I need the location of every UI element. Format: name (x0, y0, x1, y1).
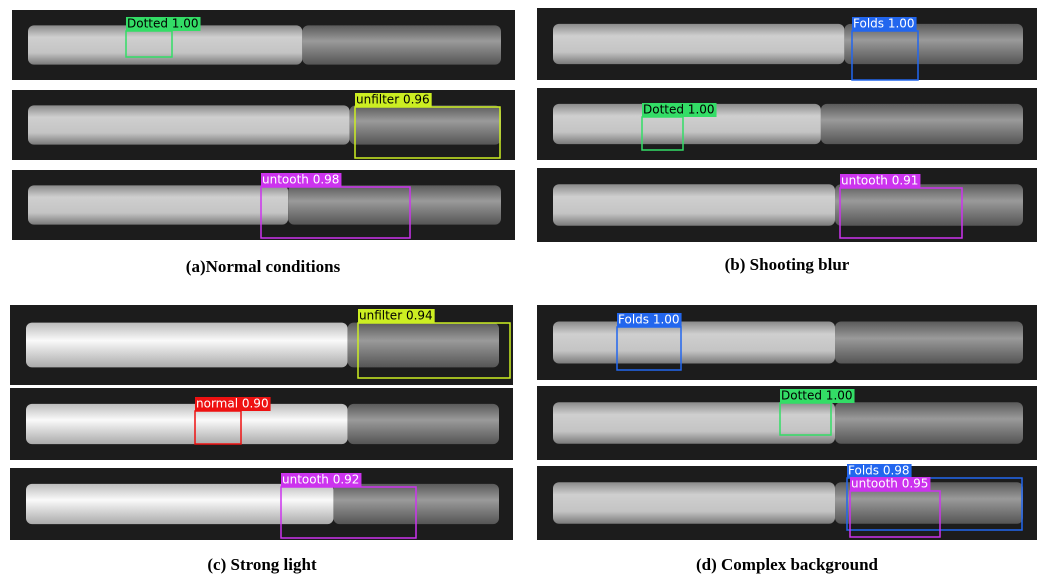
cigarette-filter (835, 322, 1023, 364)
detection-label: untooth 0.95 (851, 477, 928, 491)
detection-label: Dotted 1.00 (127, 17, 199, 31)
cigarette-filter (350, 105, 501, 144)
detection-label: untooth 0.91 (841, 174, 918, 188)
cigarette-filter (348, 323, 499, 368)
cigarette-body (26, 323, 348, 368)
detection-label: Folds 1.00 (853, 17, 915, 31)
detection-label: untooth 0.92 (282, 473, 359, 487)
cigarette-body (26, 484, 333, 524)
detection-label: Folds 1.00 (618, 313, 680, 327)
cigarette-filter (288, 185, 501, 224)
cigarette-filter (302, 25, 501, 64)
cigarette-body (28, 105, 350, 144)
detection-label: untooth 0.98 (262, 173, 339, 187)
detection-label: Folds 0.98 (848, 464, 910, 478)
cigarette-body (553, 322, 835, 364)
cigarette-body (553, 24, 844, 64)
cigarette-filter (835, 184, 1023, 225)
caption: (a)Normal conditions (186, 257, 341, 276)
cigarette-body (26, 404, 348, 444)
caption: (d) Complex background (696, 555, 879, 574)
cigarette-body (28, 185, 288, 224)
detection-label: normal 0.90 (196, 397, 269, 411)
cigarette-body (553, 482, 835, 523)
figure: (a)Normal conditions (b) Shooting blur (… (0, 0, 1046, 581)
cigarette-filter (348, 404, 499, 444)
detection-label: unfilter 0.96 (356, 93, 430, 107)
caption: (c) Strong light (207, 555, 317, 574)
detection-label: Dotted 1.00 (781, 389, 853, 403)
caption: (b) Shooting blur (725, 255, 850, 274)
cigarette-filter (821, 104, 1023, 144)
detection-label: Dotted 1.00 (643, 103, 715, 117)
cigarette-body (553, 184, 835, 225)
detection-label: unfilter 0.94 (359, 309, 433, 323)
cigarette-filter (835, 402, 1023, 443)
cigarette-body (553, 402, 835, 443)
